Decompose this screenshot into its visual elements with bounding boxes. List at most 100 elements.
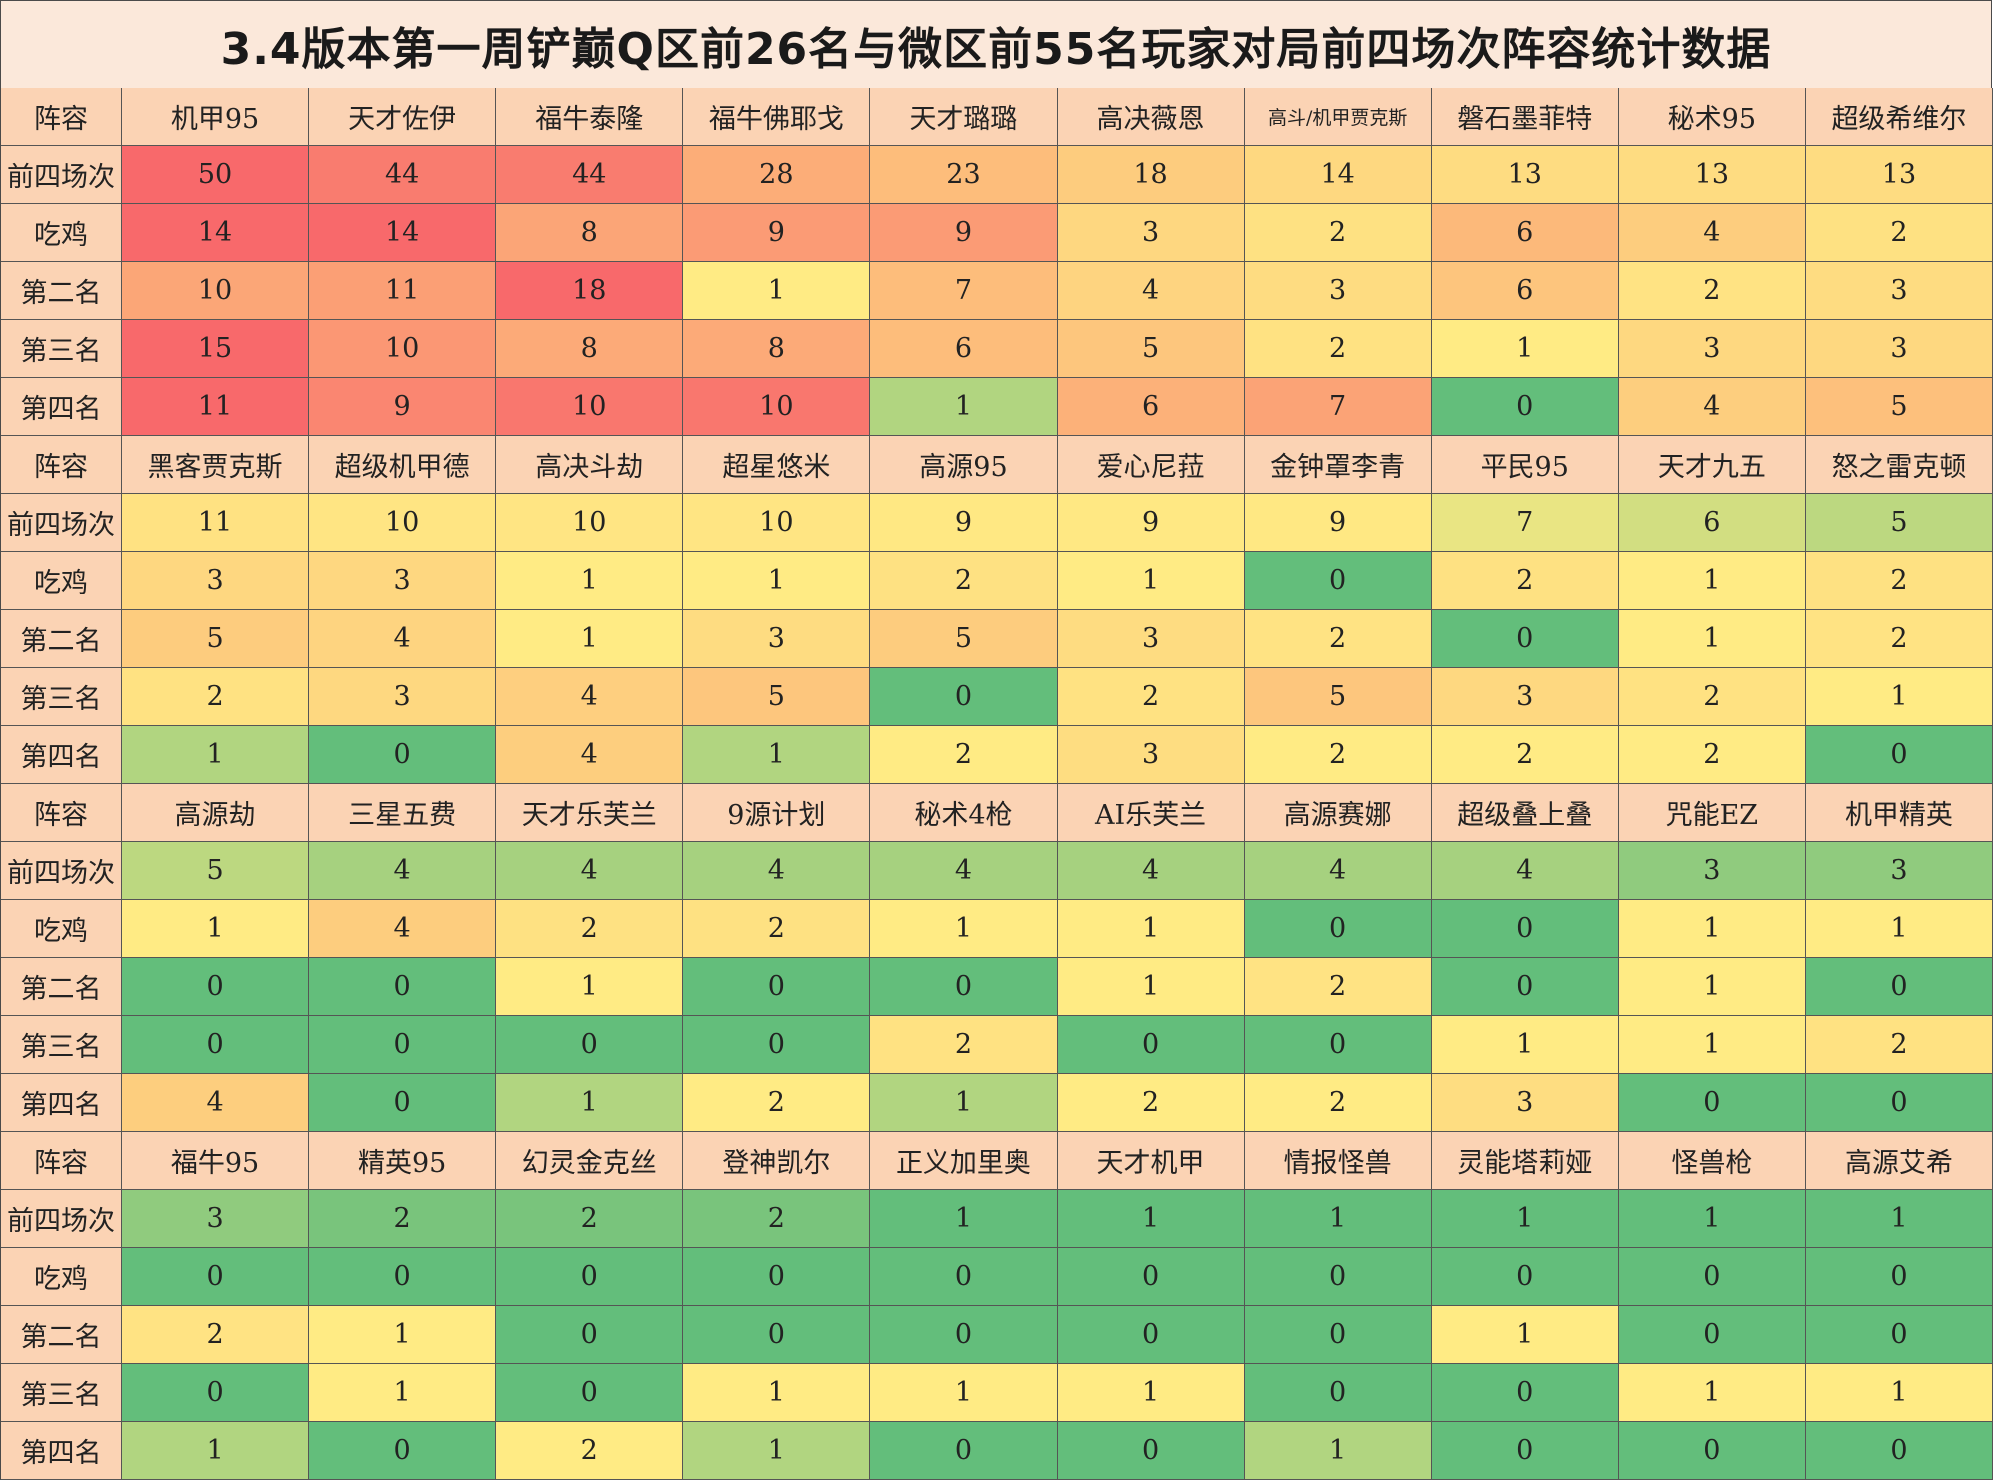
data-cell: 44 (309, 146, 497, 204)
data-cell: 15 (122, 320, 310, 378)
data-cell: 2 (683, 1190, 871, 1248)
data-cell: 14 (122, 204, 310, 262)
lineup-header-cell: 精英95 (309, 1132, 497, 1190)
data-cell: 6 (1057, 378, 1245, 436)
lineup-header-cell: 黑客贾克斯 (122, 436, 310, 494)
data-cell: 5 (1244, 668, 1432, 726)
data-cell: 0 (122, 1248, 310, 1306)
lineup-header-cell: 超级机甲德 (309, 436, 497, 494)
lineup-header-cell: 超级叠上叠 (1431, 784, 1619, 842)
data-cell: 1 (1805, 900, 1993, 958)
row-label-cell: 第二名 (1, 262, 122, 320)
lineup-header-cell: 机甲95 (122, 88, 310, 146)
data-cell: 5 (1805, 378, 1993, 436)
data-cell: 0 (1805, 1306, 1993, 1364)
data-cell: 2 (1805, 610, 1993, 668)
data-cell: 1 (496, 552, 684, 610)
header-label-cell: 阵容 (1, 784, 122, 842)
data-cell: 0 (1057, 1306, 1245, 1364)
lineup-header-cell: 秘术4枪 (870, 784, 1058, 842)
data-cell: 0 (1431, 610, 1619, 668)
data-cell: 3 (309, 668, 497, 726)
data-cell: 0 (1805, 1422, 1993, 1480)
data-cell: 1 (1618, 1190, 1806, 1248)
lineup-stats-table: 阵容 机甲95 天才佐伊 福牛泰隆 福牛佛耶戈 天才璐璐 高决薇恩 高斗/机甲贾克斯 磐石墨菲特… (1, 88, 1993, 1480)
data-cell: 8 (496, 320, 684, 378)
data-cell: 4 (1431, 842, 1619, 900)
data-cell: 0 (1244, 1016, 1432, 1074)
data-cell: 6 (870, 320, 1058, 378)
header-label-cell: 阵容 (1, 436, 122, 494)
data-cell: 2 (496, 900, 684, 958)
data-cell: 1 (1618, 552, 1806, 610)
data-cell: 10 (683, 378, 871, 436)
data-cell: 0 (870, 958, 1058, 1016)
data-cell: 1 (870, 900, 1058, 958)
data-cell: 6 (1618, 494, 1806, 552)
data-cell: 4 (309, 610, 497, 668)
data-cell: 2 (1431, 552, 1619, 610)
data-cell: 0 (1057, 1016, 1245, 1074)
data-cell: 4 (309, 900, 497, 958)
data-cell: 2 (1805, 552, 1993, 610)
lineup-header-cell: 天才九五 (1618, 436, 1806, 494)
data-cell: 0 (683, 1016, 871, 1074)
data-cell: 1 (1431, 1016, 1619, 1074)
data-cell: 3 (1057, 204, 1245, 262)
data-cell: 0 (496, 1364, 684, 1422)
data-cell: 0 (683, 1306, 871, 1364)
data-cell: 0 (1618, 1074, 1806, 1132)
data-cell: 3 (1431, 1074, 1619, 1132)
data-cell: 11 (309, 262, 497, 320)
lineup-header-cell: 福牛泰隆 (496, 88, 684, 146)
lineup-header-cell: 福牛佛耶戈 (683, 88, 871, 146)
lineup-header-cell: 秘术95 (1618, 88, 1806, 146)
lineup-header-cell: 高源95 (870, 436, 1058, 494)
data-cell: 18 (1057, 146, 1245, 204)
data-cell: 1 (1057, 1190, 1245, 1248)
lineup-header-cell: 天才佐伊 (309, 88, 497, 146)
data-cell: 3 (122, 552, 310, 610)
row-label-cell: 第三名 (1, 320, 122, 378)
row-label-cell: 第二名 (1, 1306, 122, 1364)
data-cell: 23 (870, 146, 1058, 204)
lineup-header-cell: 三星五费 (309, 784, 497, 842)
data-cell: 3 (122, 1190, 310, 1248)
data-cell: 2 (1805, 204, 1993, 262)
data-cell: 1 (1805, 1190, 1993, 1248)
data-cell: 2 (1618, 262, 1806, 320)
data-cell: 0 (1057, 1422, 1245, 1480)
data-cell: 3 (1805, 842, 1993, 900)
data-cell: 2 (1244, 320, 1432, 378)
data-cell: 5 (1805, 494, 1993, 552)
data-cell: 0 (309, 958, 497, 1016)
data-cell: 0 (309, 1422, 497, 1480)
data-cell: 2 (870, 726, 1058, 784)
lineup-header-cell: 高决斗劫 (496, 436, 684, 494)
data-cell: 1 (870, 1074, 1058, 1132)
data-cell: 0 (1244, 552, 1432, 610)
table-title: 3.4版本第一周铲巅Q区前26名与微区前55名玩家对局前四场次阵容统计数据 (1, 1, 1991, 89)
data-cell: 1 (122, 726, 310, 784)
data-cell: 4 (496, 668, 684, 726)
data-cell: 1 (683, 1364, 871, 1422)
data-cell: 7 (1244, 378, 1432, 436)
data-cell: 4 (1057, 842, 1245, 900)
data-cell: 10 (309, 494, 497, 552)
data-cell: 2 (870, 1016, 1058, 1074)
row-label-cell: 第四名 (1, 1074, 122, 1132)
lineup-header-cell: 福牛95 (122, 1132, 310, 1190)
lineup-header-cell: 9源计划 (683, 784, 871, 842)
data-cell: 0 (1805, 958, 1993, 1016)
lineup-header-cell: 怒之雷克顿 (1805, 436, 1993, 494)
data-cell: 3 (1244, 262, 1432, 320)
lineup-header-cell: 超星悠米 (683, 436, 871, 494)
lineup-header-cell: 情报怪兽 (1244, 1132, 1432, 1190)
data-cell: 1 (1244, 1422, 1432, 1480)
data-cell: 0 (1618, 1248, 1806, 1306)
data-cell: 9 (870, 494, 1058, 552)
data-cell: 3 (1057, 726, 1245, 784)
data-cell: 0 (309, 1074, 497, 1132)
data-cell: 3 (1431, 668, 1619, 726)
data-cell: 2 (309, 1190, 497, 1248)
